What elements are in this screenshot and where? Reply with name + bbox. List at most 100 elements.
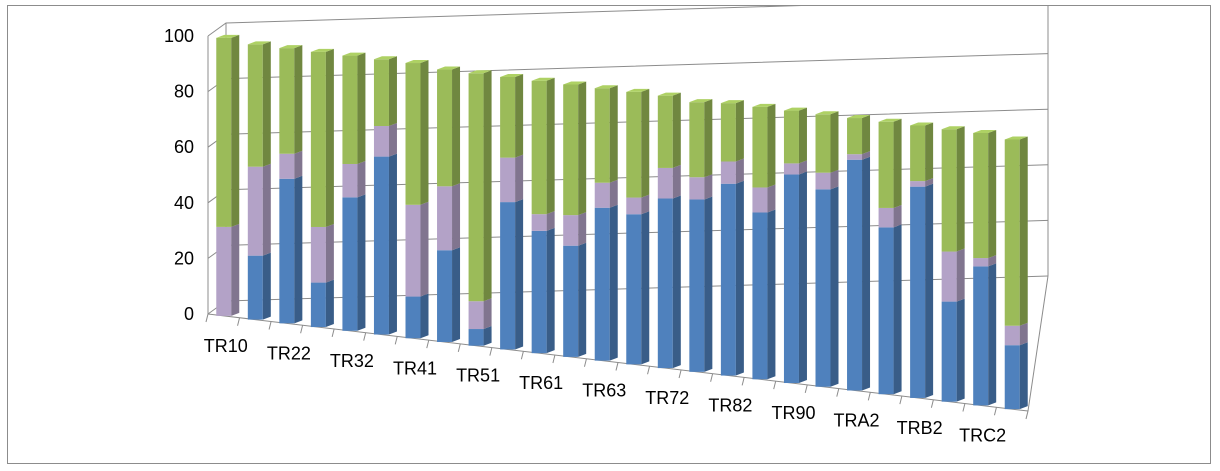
bar-segment-TRA2-1 bbox=[847, 154, 863, 160]
bar-top-TRA3 bbox=[878, 118, 902, 122]
x-tick-label: TR22 bbox=[267, 343, 311, 363]
bar-side-TRB3-2 bbox=[956, 126, 965, 252]
bar-segment-TR11-1 bbox=[247, 166, 263, 256]
bar-top-TR82 bbox=[720, 100, 744, 104]
bar-side-TR83-0 bbox=[767, 209, 776, 380]
bar-side-TR91-2 bbox=[830, 111, 839, 173]
bar-segment-TRA2-0 bbox=[847, 159, 863, 391]
bar-segment-TR51-2 bbox=[468, 73, 484, 302]
bar-side-TR51-0 bbox=[483, 326, 492, 346]
bar-segment-TRB2-2 bbox=[910, 125, 926, 182]
bar-top-TRB3 bbox=[941, 126, 965, 130]
bar-segment-TR42-2 bbox=[437, 69, 453, 187]
stacked-bar-chart-3d: 0 20 40 60 80 100 TR10 TR22 TR32 TR41 TR51 TR61 TR6… bbox=[164, 6, 1049, 445]
bar-side-TR42-0 bbox=[452, 247, 461, 342]
x-tick-mark bbox=[1025, 410, 1029, 420]
bar-side-TR82-1 bbox=[735, 158, 744, 184]
bar-segment-TR61-1 bbox=[531, 214, 547, 231]
bar-side-TR63-2 bbox=[609, 85, 618, 183]
bar-top-TR52 bbox=[500, 74, 524, 78]
bar-segment-TR33-0 bbox=[373, 156, 389, 335]
bar-side-TR72-2 bbox=[672, 92, 681, 168]
chart-area: 0 20 40 60 80 100 TR10 TR22 TR32 TR41 TR51 TR61 TR6… bbox=[7, 5, 1211, 464]
bar-segment-TR90-0 bbox=[783, 174, 799, 384]
bar-side-TR73-0 bbox=[704, 196, 713, 372]
x-tick-mark bbox=[583, 358, 587, 367]
bar-side-TRC3-1 bbox=[1019, 322, 1028, 346]
x-tick-label: TR72 bbox=[645, 388, 689, 408]
bar-segment-TR10-1 bbox=[216, 226, 232, 316]
bar-segment-TR32-1 bbox=[342, 163, 358, 198]
bar-segment-TRC2-0 bbox=[973, 266, 989, 406]
bar-side-TR64-2 bbox=[641, 88, 650, 198]
bar-segment-TR33-2 bbox=[373, 59, 389, 127]
bar-side-TR42-1 bbox=[452, 183, 461, 251]
bar-segment-TR42-1 bbox=[437, 186, 453, 251]
bar-side-TR33-0 bbox=[388, 153, 397, 335]
bar-top-TR90 bbox=[783, 107, 807, 111]
x-tick-label: TR41 bbox=[393, 358, 437, 378]
bar-side-TR73-1 bbox=[704, 174, 713, 200]
bar-top-TR72 bbox=[657, 92, 681, 96]
bar-segment-TRC3-2 bbox=[1004, 139, 1020, 326]
bar-segment-TRA3-1 bbox=[878, 207, 894, 228]
bar-top-TR61 bbox=[531, 77, 555, 81]
x-tick-mark bbox=[331, 328, 335, 338]
bar-top-TR42 bbox=[437, 66, 461, 70]
bar-segment-TR82-2 bbox=[720, 103, 736, 162]
bar-segment-TR62-0 bbox=[563, 245, 579, 357]
x-tick-label: TRB2 bbox=[897, 418, 943, 438]
bar-side-TR61-0 bbox=[546, 227, 555, 354]
x-tick-mark bbox=[268, 321, 272, 330]
bar-side-TR90-2 bbox=[798, 107, 807, 164]
bar-side-TR91-1 bbox=[830, 169, 839, 190]
bar-segment-TR32-0 bbox=[342, 197, 358, 331]
x-tick-mark bbox=[552, 354, 556, 364]
bar-side-TRA2-0 bbox=[862, 156, 871, 391]
bar-segment-TR91-2 bbox=[815, 114, 831, 173]
bar-side-TRB2-0 bbox=[925, 183, 934, 398]
bar-side-TR51-2 bbox=[483, 70, 492, 302]
y-tick-label: 80 bbox=[174, 82, 194, 102]
bar-top-TR64 bbox=[626, 88, 650, 92]
x-tick-mark bbox=[489, 347, 493, 356]
bar-segment-TR61-0 bbox=[531, 230, 547, 354]
bar-side-TR83-1 bbox=[767, 184, 776, 213]
bar-side-TR10-2 bbox=[231, 34, 240, 227]
bar-side-TR63-1 bbox=[609, 179, 618, 208]
bar-side-TRC2-2 bbox=[988, 129, 997, 259]
x-tick-mark bbox=[678, 369, 682, 379]
bar-segment-TRB3-0 bbox=[941, 301, 957, 402]
bar-segment-TR83-0 bbox=[752, 212, 768, 380]
bar-segment-TRA3-0 bbox=[878, 227, 894, 395]
bar-top-TR73 bbox=[689, 99, 713, 103]
bar-side-TR51-1 bbox=[483, 298, 492, 330]
bar-side-TR33-2 bbox=[388, 56, 397, 127]
bar-side-TR32-1 bbox=[357, 160, 366, 198]
bar-segment-TRC2-2 bbox=[973, 132, 989, 259]
bar-segment-TR41-2 bbox=[405, 63, 421, 205]
bar-top-TRC2 bbox=[973, 129, 997, 133]
bar-segment-TR33-1 bbox=[373, 126, 389, 157]
bar-top-TR32 bbox=[342, 52, 366, 56]
y-axis-ticks: 0 20 40 60 80 100 bbox=[164, 26, 194, 324]
bar-segment-TR73-0 bbox=[689, 199, 705, 372]
bar-segment-TR32-2 bbox=[342, 55, 358, 164]
bar-top-TRB2 bbox=[910, 122, 934, 126]
bar-side-TR10-1 bbox=[231, 223, 240, 316]
bar-side-TR11-0 bbox=[262, 252, 271, 320]
x-tick-mark bbox=[300, 325, 304, 334]
bar-segment-TR64-1 bbox=[626, 197, 642, 215]
bar-side-TR22-2 bbox=[294, 45, 303, 154]
bar-segment-TR73-2 bbox=[689, 102, 705, 178]
bar-side-TR82-2 bbox=[735, 100, 744, 162]
bar-segment-TR11-0 bbox=[247, 255, 263, 320]
bar-segment-TR91-1 bbox=[815, 172, 831, 190]
bar-segment-TR61-2 bbox=[531, 80, 547, 215]
x-tick-mark bbox=[773, 381, 777, 390]
bar-top-TR33 bbox=[373, 56, 397, 60]
bar-side-TR32-2 bbox=[357, 52, 366, 164]
bar-top-TR10 bbox=[216, 34, 240, 38]
bar-segment-TR63-0 bbox=[594, 207, 610, 361]
bar-top-TRC3 bbox=[1004, 136, 1028, 140]
